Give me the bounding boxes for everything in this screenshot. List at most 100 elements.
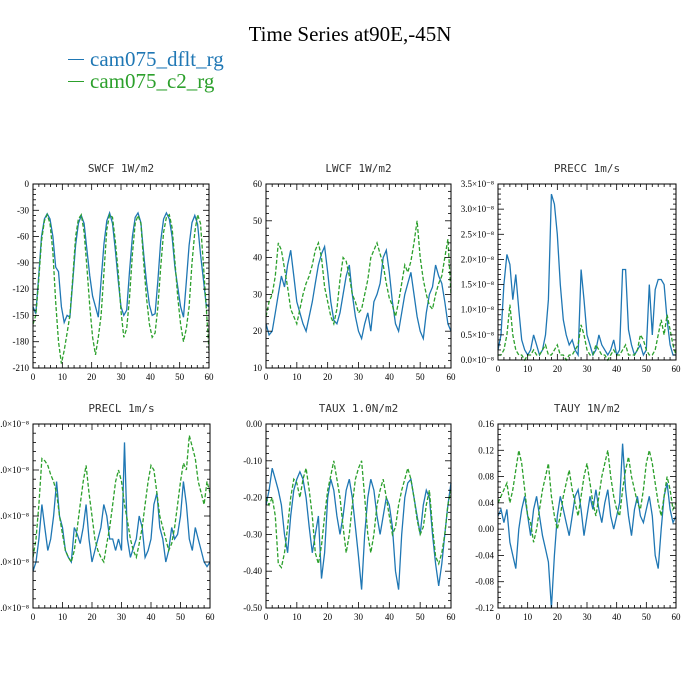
y-tick-label: 0.0×10⁻⁸ bbox=[461, 355, 494, 365]
x-tick-label: 0 bbox=[264, 372, 269, 382]
y-tick-label: 0 bbox=[25, 179, 30, 189]
x-tick-label: 50 bbox=[416, 372, 426, 382]
y-tick-label: -90 bbox=[17, 258, 29, 268]
series-line-dflt bbox=[265, 468, 452, 590]
chart-title: TAUX 1.0N/m2 bbox=[319, 402, 398, 415]
y-tick-label: 0.0×10⁻⁸ bbox=[0, 603, 29, 613]
series-line-c2 bbox=[265, 220, 452, 326]
y-tick-label: -0.12 bbox=[475, 603, 494, 613]
x-tick-label: 20 bbox=[323, 612, 333, 622]
x-tick-label: 40 bbox=[612, 364, 622, 374]
series-line-dflt bbox=[265, 244, 452, 342]
legend-swatch-c2 bbox=[68, 80, 84, 82]
y-tick-label: 0.08 bbox=[478, 472, 494, 482]
y-tick-label: 0.12 bbox=[478, 445, 494, 455]
y-tick-label: 3.0×10⁻⁸ bbox=[461, 204, 494, 214]
x-tick-label: 10 bbox=[523, 364, 533, 374]
x-tick-label: 50 bbox=[642, 364, 652, 374]
x-tick-label: 20 bbox=[87, 372, 97, 382]
x-tick-label: 40 bbox=[147, 612, 157, 622]
x-tick-label: 0 bbox=[264, 612, 269, 622]
x-tick-label: 0 bbox=[31, 612, 36, 622]
y-tick-label: -210 bbox=[13, 363, 30, 373]
series-line-c2 bbox=[265, 460, 452, 569]
series-line-dflt bbox=[32, 442, 211, 572]
y-tick-label: 60 bbox=[253, 179, 263, 189]
y-tick-label: 1.0×10⁻⁸ bbox=[461, 305, 494, 315]
chart-panel-4: PRECL 1m/s 0 10 20 30 40 50 60 0.0×10⁻⁸ 2.0×10⁻⁸ 4… bbox=[0, 402, 215, 622]
y-tick-label: 2.0×10⁻⁸ bbox=[0, 557, 29, 567]
y-tick-label: -0.40 bbox=[243, 566, 262, 576]
y-tick-label: 8.0×10⁻⁸ bbox=[0, 419, 29, 429]
x-tick-label: 20 bbox=[553, 364, 563, 374]
series-line-dflt bbox=[497, 193, 676, 358]
legend-label-dflt: cam075_dflt_rg bbox=[90, 46, 224, 71]
y-tick-label: -150 bbox=[13, 310, 30, 320]
legend-label-c2: cam075_c2_rg bbox=[90, 68, 215, 93]
y-tick-label: 2.5×10⁻⁸ bbox=[461, 229, 494, 239]
y-tick-label: -30 bbox=[17, 205, 29, 215]
x-tick-label: 40 bbox=[612, 612, 622, 622]
y-tick-label: 50 bbox=[253, 216, 263, 226]
y-tick-label: -60 bbox=[17, 232, 29, 242]
y-tick-label: -0.08 bbox=[475, 577, 494, 587]
x-tick-label: 30 bbox=[583, 612, 593, 622]
chart-title: PRECL 1m/s bbox=[88, 402, 154, 415]
x-tick-label: 40 bbox=[146, 372, 156, 382]
y-tick-label: -0.20 bbox=[243, 493, 262, 503]
plot-frame bbox=[265, 423, 452, 609]
x-tick-label: 60 bbox=[447, 372, 457, 382]
x-tick-label: 20 bbox=[553, 612, 563, 622]
x-tick-label: 10 bbox=[523, 612, 533, 622]
x-tick-label: 40 bbox=[385, 612, 395, 622]
x-tick-label: 50 bbox=[175, 372, 185, 382]
chart-panel-5: TAUX 1.0N/m2 0 10 20 30 40 50 60 0.00 -0.10 -0.20 -… bbox=[243, 402, 456, 622]
x-tick-label: 0 bbox=[496, 612, 501, 622]
x-tick-label: 30 bbox=[117, 372, 127, 382]
x-tick-label: 10 bbox=[58, 612, 68, 622]
x-tick-label: 60 bbox=[447, 612, 457, 622]
x-tick-label: 30 bbox=[354, 612, 364, 622]
y-tick-label: 0.16 bbox=[478, 419, 494, 429]
chart-panel-3: PRECC 1m/s 0 10 20 30 40 50 60 0.0×10⁻⁸ 0.5×10⁻⁸ 1… bbox=[461, 162, 681, 374]
series-line-c2 bbox=[32, 435, 211, 564]
x-tick-label: 10 bbox=[58, 372, 68, 382]
chart-title: TAUY 1N/m2 bbox=[554, 402, 620, 415]
x-tick-label: 10 bbox=[292, 612, 302, 622]
y-tick-label: 3.5×10⁻⁸ bbox=[461, 179, 494, 189]
x-tick-label: 20 bbox=[323, 372, 333, 382]
y-tick-label: 4.0×10⁻⁸ bbox=[0, 511, 29, 521]
x-tick-label: 30 bbox=[583, 364, 593, 374]
y-tick-label: -0.10 bbox=[243, 456, 262, 466]
y-tick-label: 20 bbox=[253, 326, 263, 336]
x-tick-label: 60 bbox=[205, 372, 215, 382]
x-tick-label: 30 bbox=[354, 372, 364, 382]
y-tick-label: -0.04 bbox=[475, 550, 494, 560]
series-line-dflt bbox=[497, 443, 677, 609]
x-tick-label: 0 bbox=[31, 372, 36, 382]
y-tick-label: -120 bbox=[13, 284, 30, 294]
x-tick-label: 40 bbox=[385, 372, 395, 382]
legend-item-dflt: cam075_dflt_rg bbox=[68, 46, 224, 71]
chart-panel-6: TAUY 1N/m2 0 10 20 30 40 50 60 -0.12 -0.08 -0.04 0.… bbox=[475, 402, 681, 622]
y-tick-label: -0.50 bbox=[243, 603, 262, 613]
y-tick-label: 0.00 bbox=[246, 419, 262, 429]
y-tick-label: 1.5×10⁻⁸ bbox=[461, 280, 494, 290]
x-tick-label: 50 bbox=[416, 612, 426, 622]
x-tick-label: 60 bbox=[672, 364, 682, 374]
chart-panel-1: SWCF 1W/m2 0 10 20 30 40 50 60 0 -30 -60 -90 -120 -15… bbox=[13, 162, 215, 382]
y-tick-label: 0.00 bbox=[478, 524, 494, 534]
x-tick-label: 0 bbox=[496, 364, 501, 374]
y-tick-label: 40 bbox=[253, 253, 263, 263]
y-tick-label: 10 bbox=[253, 363, 263, 373]
y-tick-label: 2.0×10⁻⁸ bbox=[461, 254, 494, 264]
x-tick-label: 20 bbox=[88, 612, 98, 622]
y-tick-label: 0.04 bbox=[478, 498, 494, 508]
legend-swatch-dflt bbox=[68, 58, 84, 60]
chart-title: PRECC 1m/s bbox=[554, 162, 620, 175]
series-line-c2 bbox=[497, 450, 677, 543]
x-tick-label: 60 bbox=[672, 612, 682, 622]
x-tick-label: 60 bbox=[206, 612, 216, 622]
